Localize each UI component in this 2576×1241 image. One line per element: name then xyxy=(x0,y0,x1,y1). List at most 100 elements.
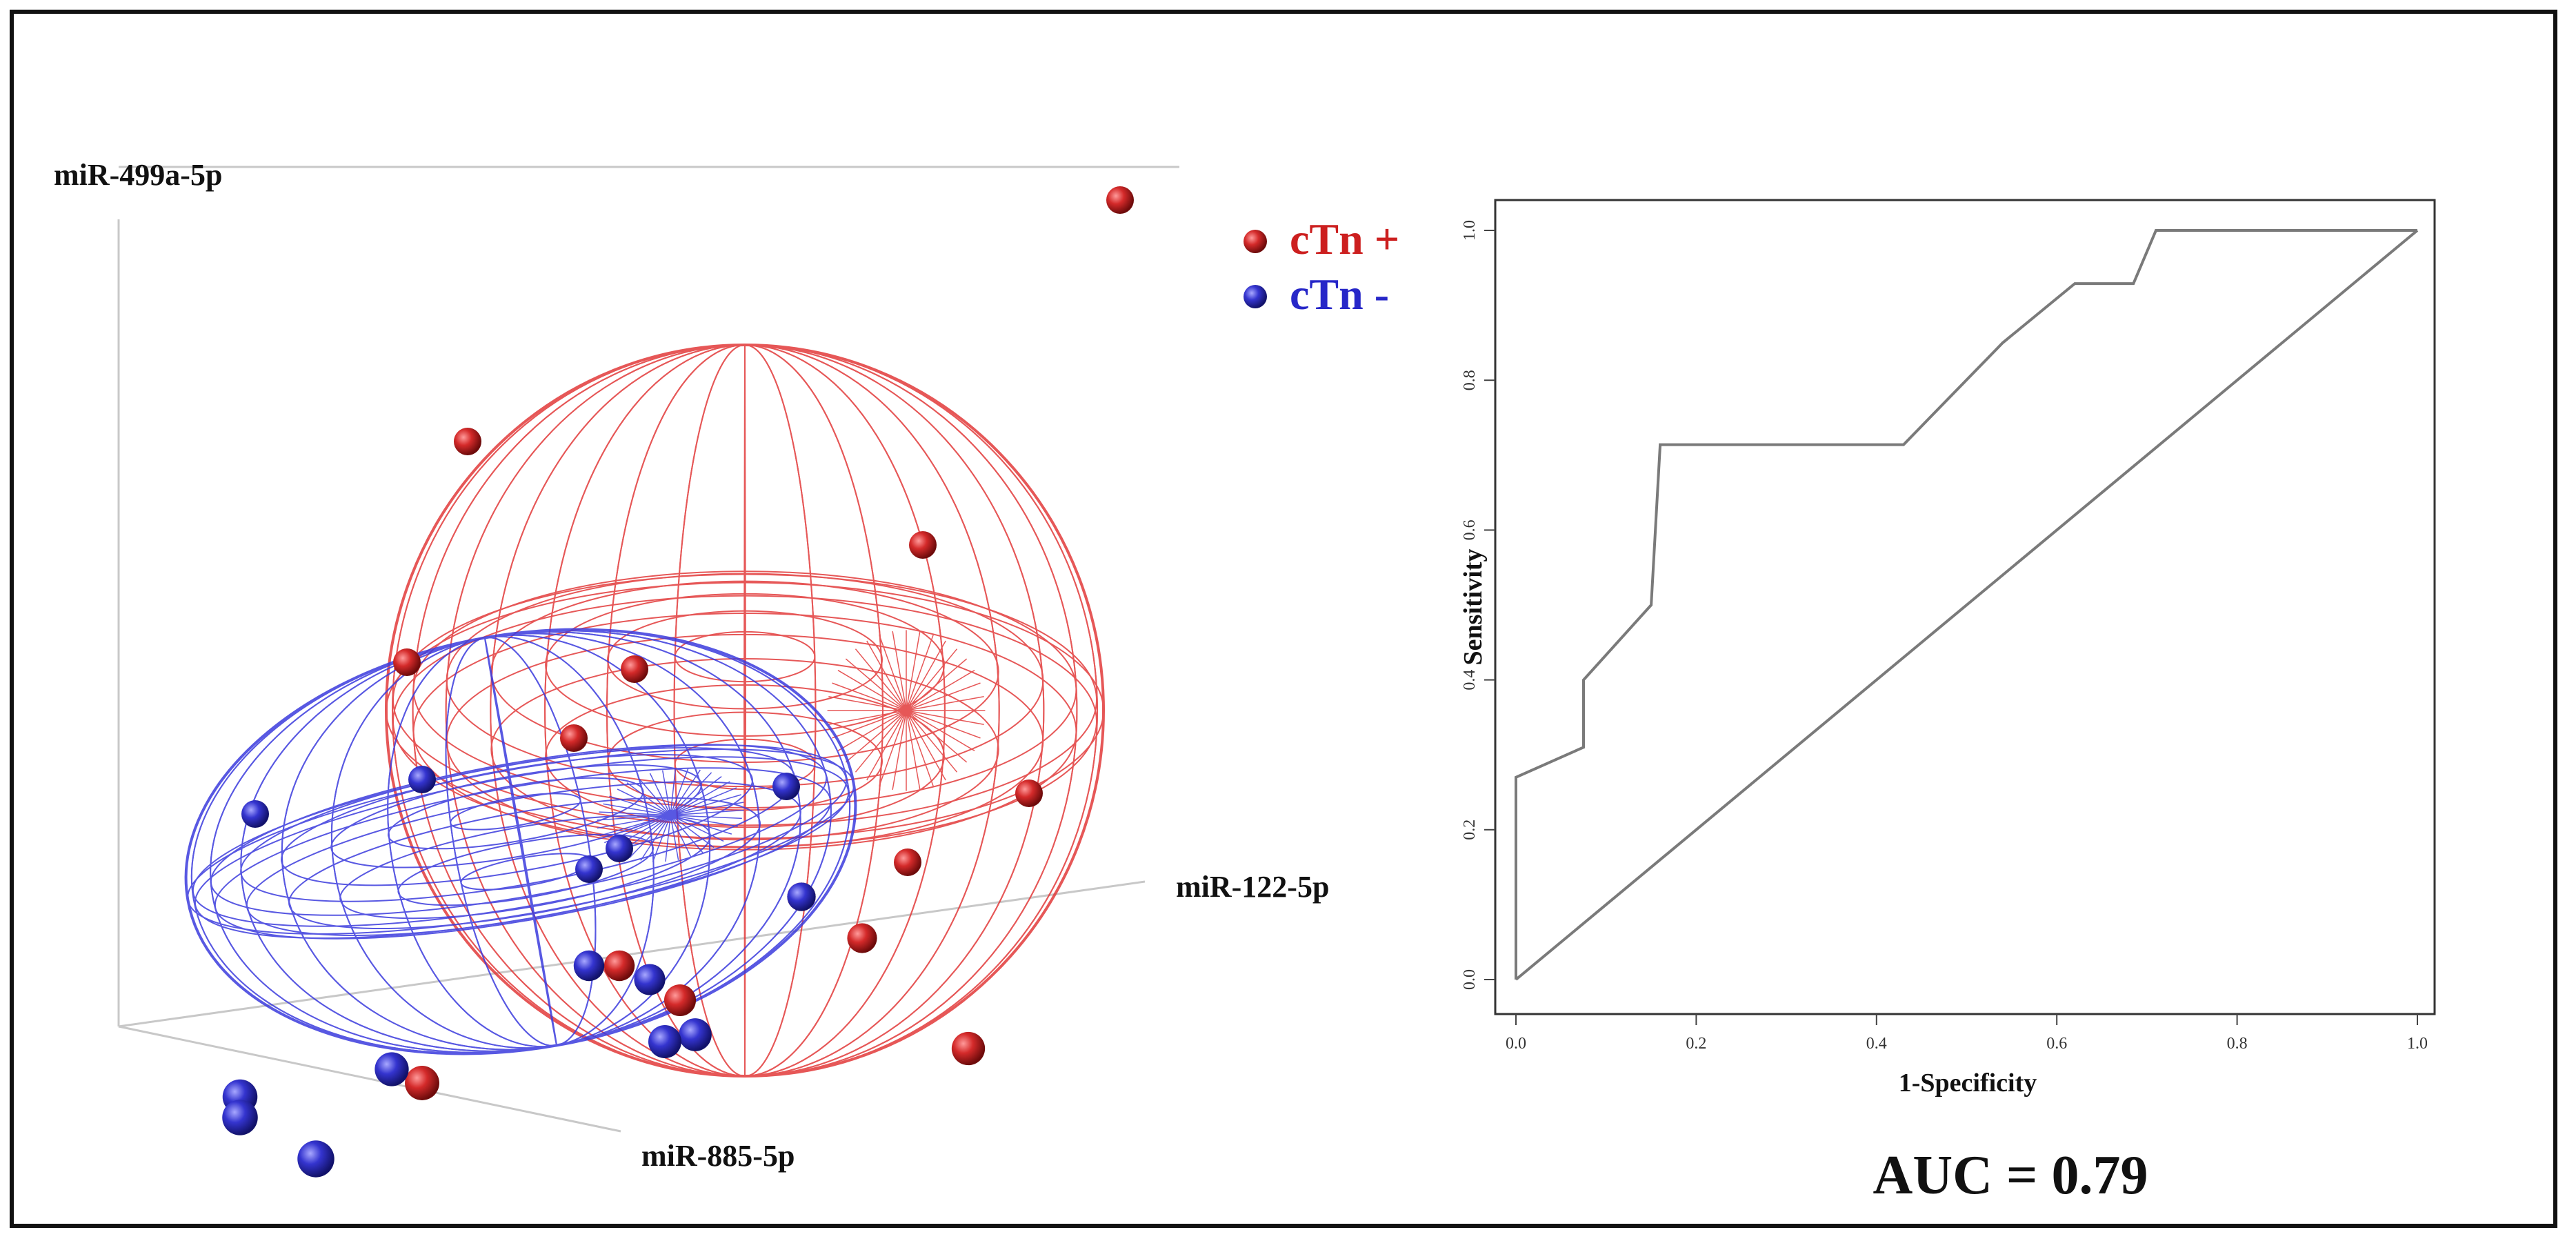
ellipsoid-ctn-negative-parallel xyxy=(450,793,581,831)
ellipsoid-ctn-positive-spoke xyxy=(906,710,934,786)
roc-ytick-label: 0.2 xyxy=(1461,820,1479,840)
axis-label-x: miR-122-5p xyxy=(1176,870,1329,904)
ellipsoid-ctn-negative-spoke xyxy=(629,815,671,859)
ellipsoid-ctn-positive-parallel xyxy=(607,610,883,710)
ellipsoid-ctn-positive-spoke xyxy=(906,710,981,739)
roc-ticks: 0.0 0.2 0.4 0.6 0.8 1.0 0.0 0.2 0.4 0.6 0.8 1.0 xyxy=(1461,220,2428,1053)
ellipsoid-ctn-negative-spoke xyxy=(670,772,712,816)
roc-ylabel: Sensitivity xyxy=(1459,549,1488,666)
point-ctn-positive xyxy=(909,531,937,559)
ellipsoid-ctn-positive-spoke xyxy=(832,682,907,711)
ellipsoid-ctn-positive-spoke xyxy=(855,648,907,711)
roc-xtick-label: 0.6 xyxy=(2046,1035,2067,1053)
ellipsoid-ctn-negative-spoke xyxy=(670,775,722,816)
ellipsoid-ctn-positive-spoke xyxy=(906,710,975,751)
point-ctn-negative xyxy=(679,1018,712,1051)
ellipsoid-ctn-negative-parallel xyxy=(281,753,753,886)
ellipsoid-ctn-positive-spoke xyxy=(906,710,984,725)
ellipsoid-ctn-negative-spoke xyxy=(670,815,703,853)
axes-3d xyxy=(117,166,1179,1133)
figure-frame: miR-499a-5p miR-122-5p miR-885-5p cTn + … xyxy=(10,10,2557,1228)
roc-xtick-label: 0.4 xyxy=(1866,1035,1887,1053)
ellipsoid-ctn-negative-spoke xyxy=(670,815,715,848)
ellipsoid-ctn-negative-spoke xyxy=(670,769,701,816)
point-ctn-negative xyxy=(772,773,800,800)
point-ctn-positive xyxy=(560,724,588,752)
ellipsoid-ctn-positive-meridian xyxy=(391,344,1099,1077)
ellipsoid-ctn-positive-spoke xyxy=(906,710,946,781)
point-ctn-negative xyxy=(575,855,603,883)
point-ctn-negative xyxy=(634,964,666,995)
ellipsoid-ctn-negative-spoke xyxy=(670,814,742,820)
ellipsoid-ctn-negative-centroid xyxy=(665,809,677,821)
ellipsoid-ctn-negative-spoke xyxy=(670,794,741,816)
data-points xyxy=(222,186,1134,1178)
roc-reference-diagonal xyxy=(1515,229,2419,981)
point-ctn-positive xyxy=(951,1031,986,1066)
ellipsoid-ctn-positive-spoke xyxy=(879,710,907,786)
point-ctn-positive xyxy=(603,950,635,982)
ellipsoid-ctn-positive-spoke xyxy=(906,696,984,711)
ellipsoid-ctn-negative-spoke xyxy=(640,815,671,861)
roc-lines xyxy=(1515,229,2419,981)
ellipsoid-ctn-positive-spoke xyxy=(855,710,907,773)
ellipsoid-ctn-positive-spoke xyxy=(828,710,907,725)
ellipsoid-ctn-negative-meridian xyxy=(190,628,851,1055)
ellipsoid-ctn-negative-spoke xyxy=(670,768,689,815)
ellipsoid-ctn-positive-spoke xyxy=(906,648,958,711)
ellipsoid-ctn-negative-spoke xyxy=(670,815,724,842)
ellipsoid-ctn-positive-spoke xyxy=(837,710,907,751)
ellipsoid-ctn-positive-spoke xyxy=(906,710,958,773)
scatter-3d-panel: miR-499a-5p miR-122-5p miR-885-5p cTn + … xyxy=(54,158,1399,1178)
roc-ytick-label: 0.8 xyxy=(1461,370,1479,390)
point-ctn-negative xyxy=(648,1025,681,1058)
ellipsoid-ctn-negative-spoke xyxy=(603,803,671,816)
ellipsoid-ctn-negative-spoke xyxy=(617,788,671,816)
ellipsoid-ctn-negative-spoke xyxy=(626,782,671,816)
ellipsoid-ctn-positive-spoke xyxy=(845,658,907,711)
point-ctn-positive xyxy=(894,848,921,876)
ellipsoid-ctn-negative-spoke xyxy=(670,814,732,835)
ellipsoid-ctn-negative-spoke xyxy=(661,770,671,815)
point-ctn-negative xyxy=(375,1052,409,1086)
ellipsoid-ctn-negative-spoke xyxy=(670,815,679,860)
ellipsoid-ctn-negative-spoke xyxy=(652,815,671,862)
ellipsoid-ctn-positive-spoke xyxy=(892,710,907,790)
ellipsoid-ctn-positive-spoke xyxy=(845,710,907,763)
ellipsoid-ctn-positive-spoke xyxy=(906,682,981,711)
point-ctn-negative xyxy=(241,800,269,828)
ellipsoid-ctn-positive-centroid xyxy=(901,705,912,716)
roc-plot-box xyxy=(1494,199,2436,1015)
point-ctn-negative xyxy=(787,882,816,911)
ellipsoid-ctn-positive-spoke xyxy=(906,640,946,711)
legend-label-ctn-positive: cTn + xyxy=(1290,215,1399,264)
point-ctn-positive xyxy=(847,923,877,953)
ellipsoid-ctn-positive-spoke xyxy=(906,635,934,711)
ellipsoid-ctn-positive-spoke xyxy=(828,696,907,711)
point-ctn-negative xyxy=(297,1140,335,1178)
ellipsoid-ctn-negative-parallel xyxy=(187,748,855,935)
roc-ytick-label: 0.4 xyxy=(1461,670,1479,691)
roc-xtick-label: 0.8 xyxy=(2227,1035,2248,1053)
ellipsoid-ctn-negative-spoke xyxy=(670,814,738,827)
roc-ytick-label: 0.6 xyxy=(1461,519,1479,540)
ellipsoid-ctn-positive-spoke xyxy=(906,710,968,763)
point-ctn-positive xyxy=(454,428,481,455)
ellipsoid-ctn-negative-spoke xyxy=(649,773,671,816)
ellipsoid-ctn-negative-spoke xyxy=(597,814,671,821)
legend-marker-ctn-positive xyxy=(1244,230,1267,253)
axis-line-depth xyxy=(118,1025,621,1133)
roc-ytick-label: 1.0 xyxy=(1461,220,1479,241)
ellipsoid-ctn-negative-spoke xyxy=(665,815,671,862)
point-ctn-positive xyxy=(405,1066,439,1100)
ellipsoid-ctn-negative-spoke xyxy=(597,814,671,829)
axis-label-z: miR-885-5p xyxy=(641,1139,795,1173)
axis-label-y: miR-499a-5p xyxy=(54,158,222,192)
ellipsoid-ctn-negative-spoke xyxy=(670,815,692,857)
ellipsoid-ctn-negative-spoke xyxy=(670,787,737,816)
ellipsoid-ctn-negative-spoke xyxy=(670,802,744,816)
roc-xtick-label: 0.0 xyxy=(1506,1035,1526,1053)
point-ctn-positive xyxy=(393,648,421,676)
roc-ytick-label: 0.0 xyxy=(1461,969,1479,990)
ellipsoid-ctn-negative-spoke xyxy=(670,809,744,816)
